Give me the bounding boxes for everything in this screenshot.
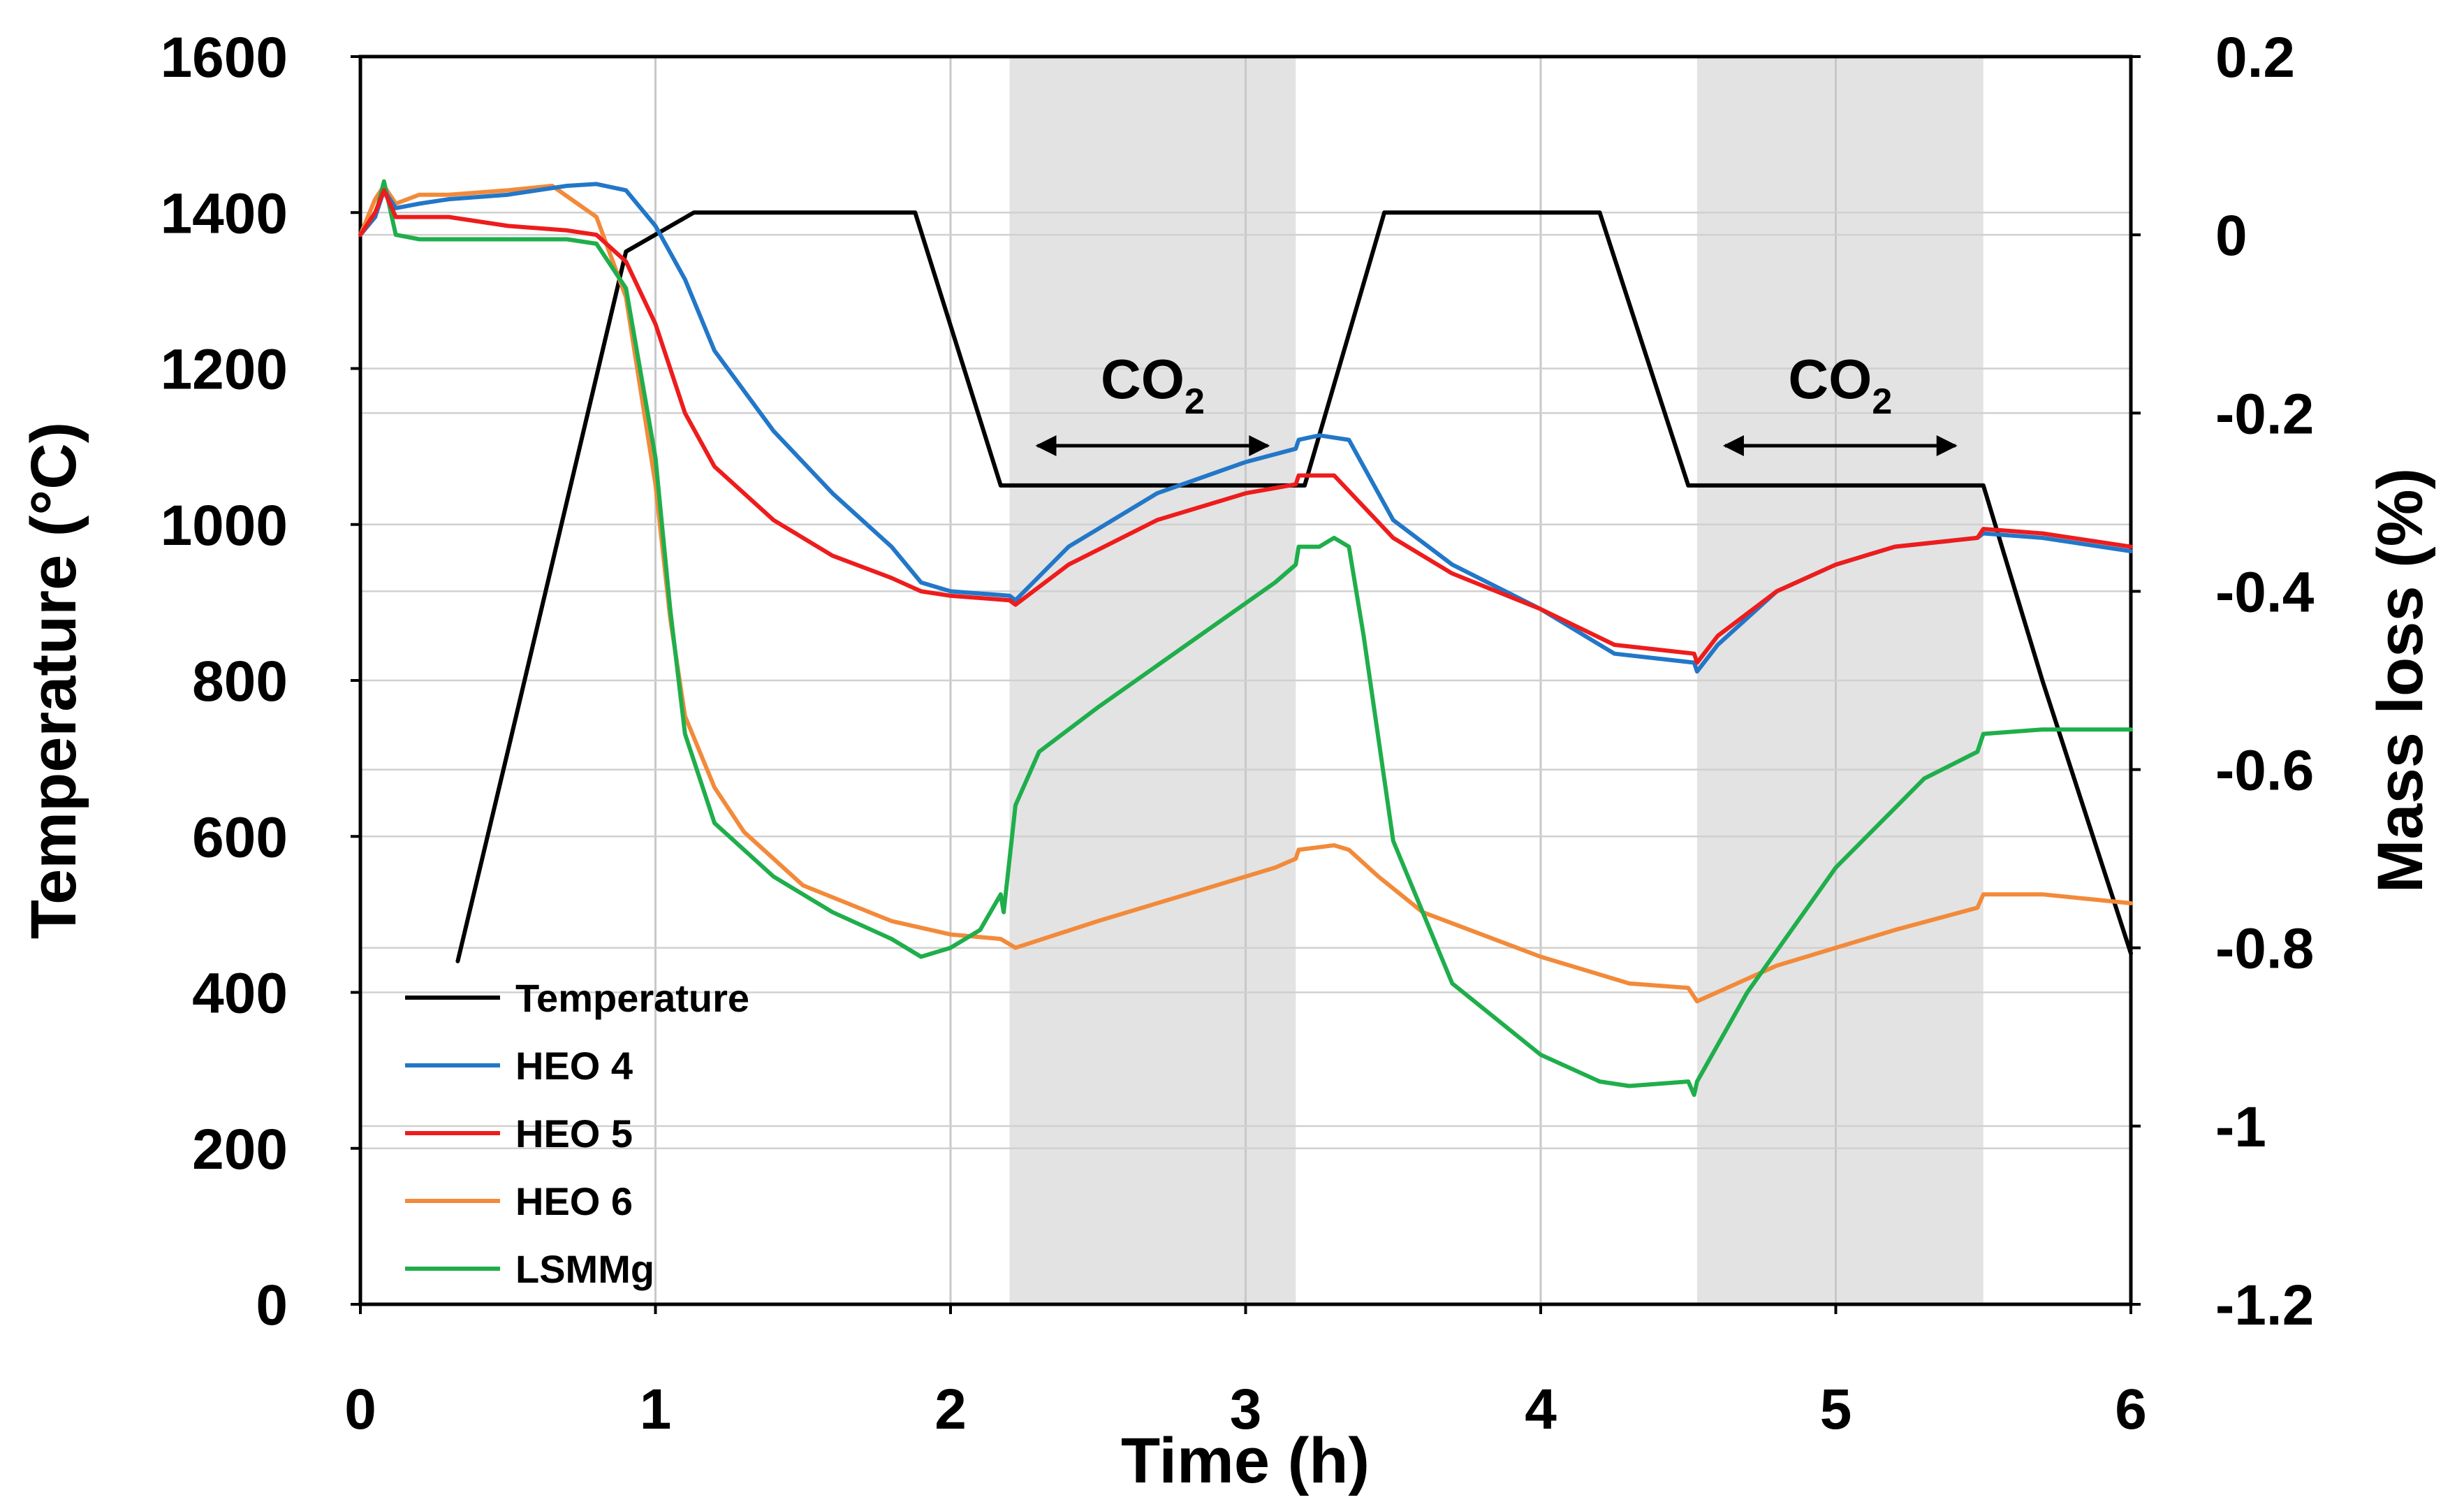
series-line-lsmmg — [358, 179, 2133, 1098]
x-tick-label: 3 — [1230, 1378, 1262, 1441]
y-right-tick-label: -0.4 — [2215, 560, 2315, 624]
x-tick-label: 0 — [344, 1378, 376, 1441]
y-left-tick-label: 0 — [256, 1274, 288, 1337]
y-right-tick-label: 0 — [2215, 204, 2247, 268]
legend: Temperature HEO 4 HEO 5 HEO 6 LSMMg — [405, 976, 749, 1291]
y-left-tick-label: 1000 — [161, 494, 288, 557]
y-left-tick-label: 200 — [192, 1118, 288, 1181]
y-left-tick-label: 1600 — [161, 26, 288, 89]
axis-ticks: 0 1 2 3 4 5 6 0 200 400 600 800 1000 1200 1400 1600 -1.2… — [161, 26, 2315, 1441]
y-right-tick-label: -0.2 — [2215, 382, 2314, 446]
x-axis-label: Time (h) — [1121, 1425, 1370, 1496]
y-left-tick-label: 600 — [192, 805, 288, 869]
y-right-tick-label: -1 — [2215, 1095, 2266, 1159]
legend-label: LSMMg — [515, 1247, 654, 1291]
y-right-tick-label: 0.2 — [2215, 26, 2295, 89]
series-line-heo-4 — [358, 182, 2133, 674]
legend-label: HEO 5 — [515, 1111, 633, 1156]
y-right-tick-label: -0.6 — [2215, 739, 2314, 803]
series-line-heo-6 — [358, 184, 2133, 1004]
y-left-tick-label: 1400 — [161, 182, 288, 245]
x-tick-label: 1 — [640, 1378, 672, 1441]
co2-label-1: CO2 — [1101, 348, 1205, 422]
legend-label: HEO 6 — [515, 1179, 633, 1223]
y-axis-left-label: Temperature (°C) — [18, 422, 89, 940]
y-axis-right-label: Mass loss (%) — [2365, 468, 2436, 893]
x-tick-label: 5 — [1820, 1378, 1852, 1441]
co2-annotations: CO2 CO2 — [1035, 348, 1958, 456]
y-left-tick-label: 400 — [192, 962, 288, 1026]
co2-label-2: CO2 — [1788, 348, 1892, 422]
x-tick-label: 6 — [2115, 1378, 2147, 1441]
y-left-tick-label: 1200 — [161, 338, 288, 402]
x-tick-label: 4 — [1525, 1378, 1557, 1441]
legend-label: HEO 4 — [515, 1044, 633, 1088]
series-lines — [358, 179, 2133, 1098]
y-right-tick-label: -1.2 — [2215, 1274, 2314, 1337]
y-right-tick-label: -0.8 — [2215, 917, 2314, 981]
legend-label: Temperature — [515, 976, 749, 1020]
x-tick-label: 2 — [934, 1378, 967, 1441]
y-left-tick-label: 800 — [192, 650, 288, 713]
series-line-heo-5 — [358, 188, 2133, 665]
